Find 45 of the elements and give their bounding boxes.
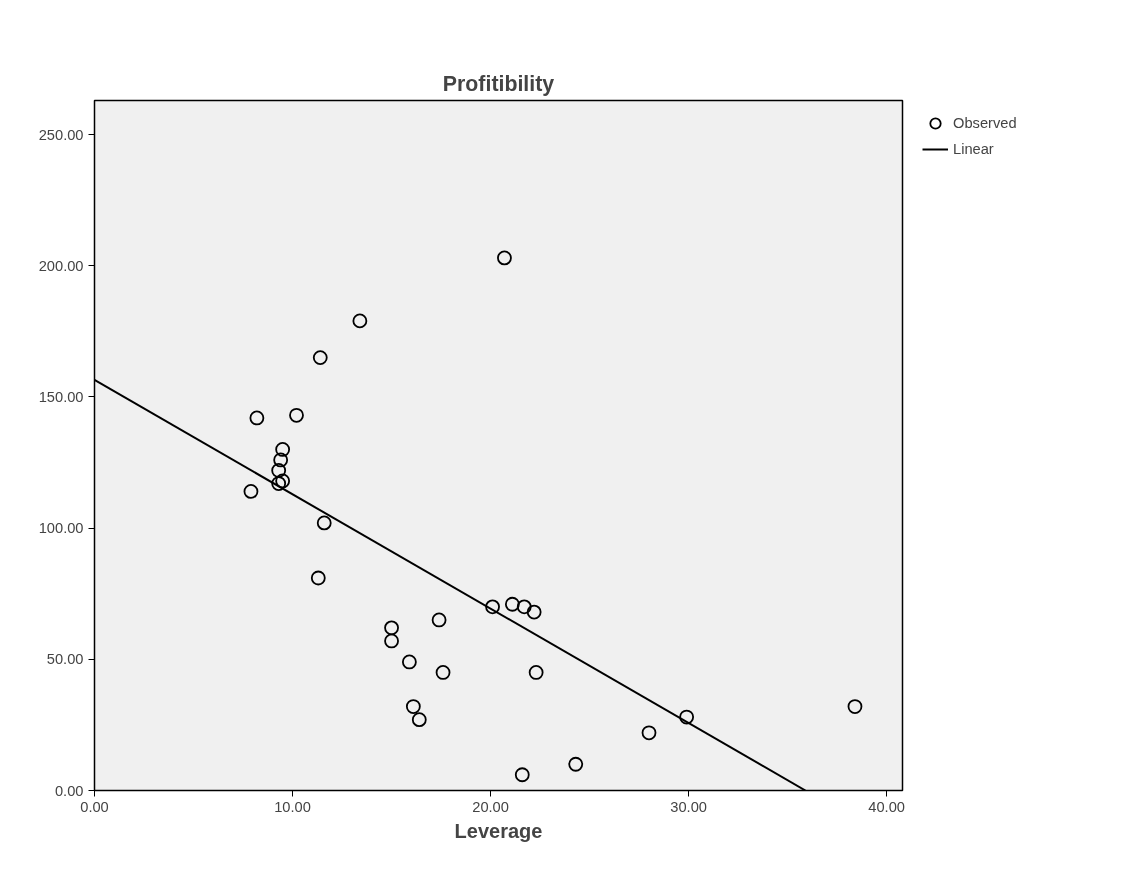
- x-tick-label: 30.00: [670, 798, 707, 815]
- point: [401, 654, 417, 670]
- point: [249, 410, 265, 426]
- point: [273, 452, 289, 468]
- y-tick-label: 0.00: [54, 782, 84, 799]
- x-tick-label: 40.00: [868, 798, 906, 815]
- point: [316, 515, 332, 531]
- point: [384, 620, 399, 636]
- point: [526, 604, 542, 620]
- point: [275, 473, 291, 489]
- point: [847, 699, 863, 714]
- point: [352, 313, 368, 329]
- y-tick-label: 150.00: [38, 388, 84, 405]
- legend-label: Linear: [953, 140, 994, 159]
- point: [384, 633, 399, 649]
- point: [679, 709, 695, 725]
- x-tick-label: 10.00: [274, 798, 311, 815]
- point: [271, 476, 287, 491]
- y-tick-label: 100.00: [38, 520, 84, 537]
- point: [497, 250, 512, 266]
- point: [516, 599, 532, 615]
- point: [243, 484, 259, 499]
- y-tick-label: 200.00: [38, 257, 84, 274]
- x-axis-title: Leverage: [454, 819, 543, 842]
- point: [312, 350, 328, 365]
- point: [485, 599, 500, 615]
- point: [641, 725, 657, 741]
- point: [271, 463, 287, 478]
- point: [431, 612, 447, 628]
- point: [528, 665, 544, 680]
- x-tick-label: 0.00: [80, 798, 109, 815]
- x-tick-label: 20.00: [472, 798, 509, 815]
- point: [411, 712, 427, 728]
- point: [405, 699, 421, 714]
- point: [504, 596, 520, 612]
- point: [568, 756, 584, 772]
- y-tick-label: 250.00: [38, 126, 84, 143]
- point: [310, 570, 326, 586]
- point: [514, 767, 530, 783]
- point: [289, 407, 304, 423]
- point: [435, 665, 451, 680]
- y-tick-label: 50.00: [46, 651, 84, 668]
- chart-title: Profitibility: [442, 71, 555, 96]
- point: [275, 442, 291, 457]
- legend-label: Observed: [953, 114, 1017, 133]
